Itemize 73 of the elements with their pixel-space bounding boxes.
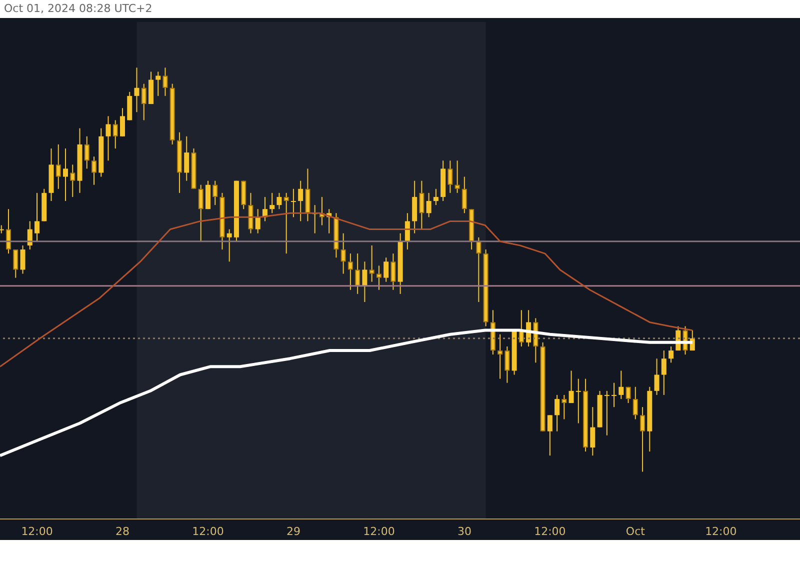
candlestick (448, 160, 453, 194)
candlestick (576, 378, 581, 424)
candlestick (34, 192, 40, 242)
x-tick-label: 12:00 (363, 524, 395, 538)
text: Oct 01, 2024 08:28 UTC+2 (4, 2, 152, 15)
candlestick (276, 192, 282, 210)
candlestick (340, 232, 346, 274)
candlestick (184, 136, 190, 182)
candlestick (376, 265, 382, 290)
candlestick (654, 358, 660, 396)
x-tick-label: Oct (626, 524, 646, 538)
x-tick-label: 28 (116, 524, 130, 538)
candlestick (56, 144, 61, 190)
candlestick (27, 220, 32, 250)
candlestick (547, 414, 552, 456)
x-tick-label: 29 (286, 524, 300, 538)
candlestick (419, 180, 424, 230)
candlestick (20, 244, 26, 274)
candlestick (590, 406, 596, 456)
candlestick (562, 394, 567, 420)
candlestick (433, 188, 438, 206)
candlestick (604, 390, 610, 436)
x-tick-label: 12:00 (192, 524, 224, 538)
candlestick (134, 67, 140, 113)
candlestick (120, 108, 125, 137)
candlestick (63, 148, 68, 202)
x-tick-label: 12:00 (21, 524, 53, 538)
candlestick (6, 208, 12, 254)
candlestick (348, 253, 353, 290)
candlestick (568, 370, 574, 404)
candlestick (13, 248, 18, 278)
candlestick (255, 208, 260, 234)
candlestick (248, 192, 254, 234)
candlestick (92, 156, 96, 186)
candlestick (226, 228, 232, 262)
candlestick (632, 386, 638, 420)
candlestick (668, 346, 674, 364)
candlestick (554, 394, 560, 432)
candlestick (626, 386, 631, 404)
candlestick (212, 180, 218, 206)
candlestick (106, 116, 111, 162)
candlestick (426, 192, 432, 218)
candlestick (369, 244, 374, 282)
candlestick (156, 71, 161, 96)
candlestick (384, 257, 389, 282)
candlestick (462, 176, 467, 214)
candlestick (355, 253, 360, 294)
x-tick-label: 12:00 (534, 524, 566, 538)
candlestick (305, 168, 310, 222)
candlestick (70, 164, 76, 198)
candlestick (476, 236, 482, 303)
candlestick (504, 346, 510, 384)
candlestick (454, 160, 460, 194)
candlestick (290, 188, 296, 218)
candlestick (298, 180, 304, 222)
candlestick (390, 253, 396, 290)
candlestick (362, 261, 368, 303)
candlestick (241, 180, 246, 210)
candlestick (640, 406, 646, 472)
x-tick-label: 12:00 (705, 524, 737, 538)
candlestick (0, 224, 4, 234)
candlestick (141, 83, 146, 121)
candlestick (284, 192, 289, 254)
candlestick (612, 382, 617, 408)
candlestick (270, 192, 275, 214)
candlestick (84, 136, 90, 170)
x-tick-label: 30 (457, 524, 472, 538)
candlestick (618, 370, 624, 400)
candlestick (498, 334, 503, 380)
candlestick (198, 184, 204, 242)
candlestick (162, 67, 168, 96)
candlestick (112, 120, 118, 149)
candlestick (661, 350, 666, 396)
